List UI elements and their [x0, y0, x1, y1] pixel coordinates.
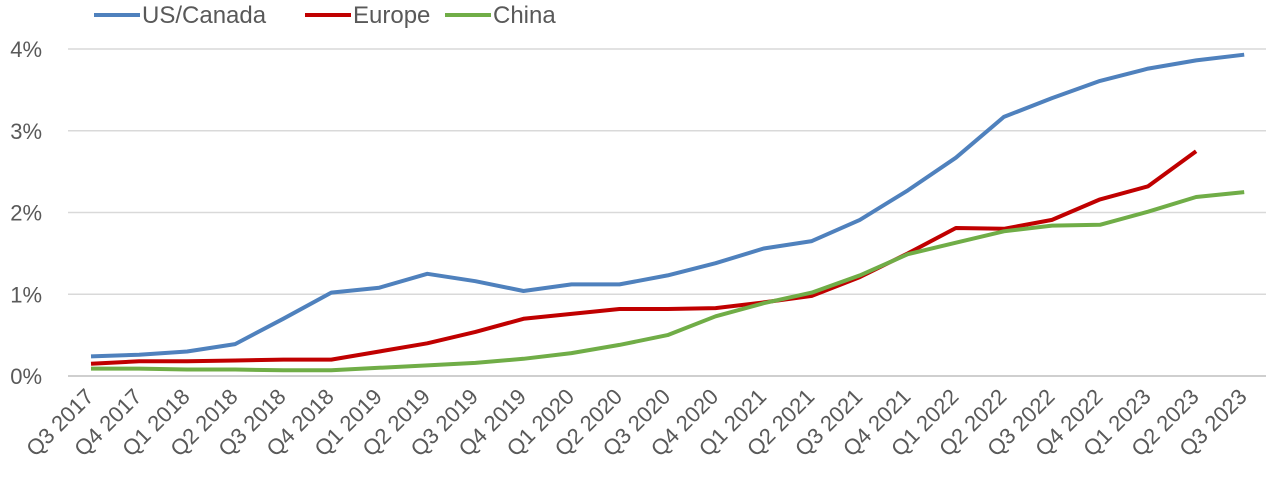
series-line-europe	[90, 149, 1198, 366]
y-tick-label: 3%	[10, 119, 42, 144]
series-layer	[90, 52, 1245, 373]
y-tick-label: 2%	[10, 201, 42, 226]
y-tick-label: 1%	[10, 282, 42, 307]
legend: US/Canada Europe China	[94, 2, 556, 29]
y-axis-ticks: 0% 1% 2% 3% 4%	[10, 37, 42, 389]
y-tick-label: 4%	[10, 37, 42, 62]
legend-label: China	[493, 2, 556, 29]
legend-label: US/Canada	[142, 2, 267, 29]
gridlines	[68, 48, 1266, 295]
y-tick-label: 0%	[10, 364, 42, 389]
series-line-us-canada	[90, 52, 1245, 359]
series-line-china	[91, 190, 1245, 373]
legend-label: Europe	[353, 2, 430, 29]
